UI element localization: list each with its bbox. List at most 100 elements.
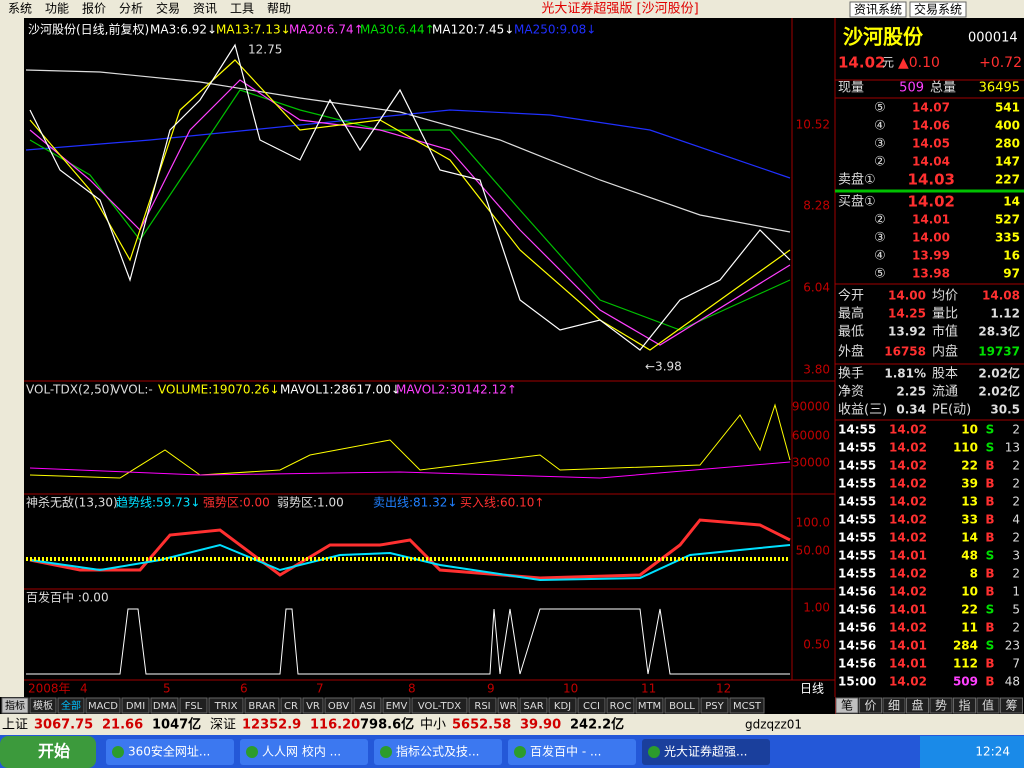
start-button[interactable] bbox=[0, 736, 96, 768]
indicator-tab-label[interactable]: CCI bbox=[583, 701, 600, 712]
task-label[interactable]: 人人网 校内 ... bbox=[262, 744, 341, 759]
menu-item[interactable]: 资讯 bbox=[193, 2, 217, 16]
indicator-tab-label[interactable]: MACD bbox=[88, 701, 118, 712]
indicator-tab[interactable] bbox=[1, 697, 29, 714]
indicator-tab-label[interactable]: RSI bbox=[474, 701, 490, 712]
stat-label: 内盘 bbox=[932, 344, 958, 360]
indicator-tab[interactable] bbox=[548, 697, 577, 714]
task-label[interactable]: 光大证券超强... bbox=[664, 744, 747, 759]
indicator-tab-label[interactable]: SAR bbox=[523, 701, 543, 712]
indicator-tab[interactable] bbox=[411, 697, 468, 714]
indicator-tab-label[interactable]: VR bbox=[306, 701, 320, 712]
task-button[interactable] bbox=[106, 739, 234, 765]
indicator-tab-label[interactable]: FSL bbox=[185, 701, 203, 712]
tick-price: 14.02 bbox=[889, 585, 927, 599]
task-button[interactable] bbox=[508, 739, 636, 765]
indicator-tab[interactable] bbox=[468, 697, 497, 714]
indicator-tab[interactable] bbox=[700, 697, 729, 714]
index-change: 116.20 bbox=[310, 718, 360, 733]
indicator-tab-label[interactable]: BRAR bbox=[248, 701, 275, 712]
indicator-tab[interactable] bbox=[29, 697, 57, 714]
indicator-tab-label[interactable]: DMI bbox=[126, 701, 145, 712]
indicator-tab-label[interactable]: TRIX bbox=[214, 701, 238, 712]
menu-button-label[interactable]: 交易系统 bbox=[914, 2, 962, 17]
indicator-tab[interactable] bbox=[179, 697, 208, 714]
menu-item[interactable]: 系统 bbox=[8, 2, 32, 16]
quote-tab-label[interactable]: 价 bbox=[864, 699, 876, 713]
task-button[interactable] bbox=[374, 739, 502, 765]
indicator-tab[interactable] bbox=[729, 697, 765, 714]
indicator-tab-label[interactable]: 全部 bbox=[61, 699, 81, 712]
task-label[interactable]: 百发百中 - ... bbox=[530, 744, 601, 759]
indicator-tab-label[interactable]: MTM bbox=[638, 701, 661, 712]
indicator-tab[interactable] bbox=[85, 697, 121, 714]
indicator-tab-label[interactable]: ROC bbox=[610, 701, 632, 712]
quote-tab[interactable] bbox=[953, 697, 976, 714]
quote-tab[interactable] bbox=[835, 697, 859, 714]
quote-tab[interactable] bbox=[929, 697, 953, 714]
menu-item[interactable]: 分析 bbox=[119, 2, 143, 16]
indicator-tab-label[interactable]: VOL-TDX bbox=[418, 701, 461, 712]
indicator-tab[interactable] bbox=[519, 697, 548, 714]
indicator-tab-label[interactable]: KDJ bbox=[554, 701, 571, 712]
menu-item[interactable]: 工具 bbox=[230, 2, 254, 16]
date-axis-label: 12 bbox=[716, 682, 731, 696]
quote-tab-label[interactable]: 细 bbox=[888, 699, 900, 713]
quote-tab[interactable] bbox=[859, 697, 882, 714]
indicator-tab-label[interactable]: DMA bbox=[153, 701, 176, 712]
task-label[interactable]: 指标公式及技... bbox=[396, 744, 479, 759]
indicator-tab[interactable] bbox=[302, 697, 324, 714]
indicator-tab-label[interactable]: 指标 bbox=[5, 699, 25, 712]
indicator-tab[interactable] bbox=[382, 697, 411, 714]
indicator-tab-label[interactable]: MCST bbox=[733, 701, 762, 712]
menu-button-label[interactable]: 资讯系统 bbox=[854, 3, 902, 17]
menu-button[interactable] bbox=[849, 1, 907, 18]
start-label[interactable]: 开始 bbox=[38, 742, 70, 761]
tick-volume: 10 bbox=[961, 585, 978, 599]
indicator-tab-label[interactable]: OBV bbox=[328, 701, 349, 712]
task-label[interactable]: 360安全网址... bbox=[128, 744, 210, 759]
indicator-tab[interactable] bbox=[324, 697, 353, 714]
indicator-tab[interactable] bbox=[121, 697, 150, 714]
quote-tab[interactable] bbox=[906, 697, 929, 714]
indicator-tab-label[interactable]: 模板 bbox=[33, 699, 53, 712]
quote-tab[interactable] bbox=[882, 697, 906, 714]
quote-tab-label[interactable]: 势 bbox=[935, 699, 947, 713]
quote-tab-label[interactable]: 盘 bbox=[911, 698, 923, 713]
quote-tab-label[interactable]: 指 bbox=[958, 698, 970, 713]
indicator-tab[interactable] bbox=[606, 697, 635, 714]
quote-tab[interactable] bbox=[1000, 697, 1023, 714]
indicator-tab[interactable] bbox=[280, 697, 302, 714]
indicator-tab-label[interactable]: EMV bbox=[386, 701, 408, 712]
indicator-tab-label[interactable]: PSY bbox=[705, 701, 724, 712]
menu-item[interactable]: 报价 bbox=[82, 1, 106, 16]
tick-side: B bbox=[985, 477, 994, 491]
quote-tab-label[interactable]: 筹 bbox=[1005, 699, 1017, 713]
indicator-tab-label[interactable]: ASI bbox=[359, 701, 375, 712]
menu-item[interactable]: 交易 bbox=[156, 1, 180, 16]
indicator-tab-label[interactable]: WR bbox=[500, 701, 517, 712]
indicator-tab[interactable] bbox=[664, 697, 700, 714]
indicator-tab[interactable] bbox=[497, 697, 519, 714]
indicator-tab[interactable] bbox=[150, 697, 179, 714]
tick-time: 14:56 bbox=[838, 585, 876, 599]
chart-header: MA13:7.13↓ bbox=[216, 23, 291, 37]
indicator-tab-label[interactable]: BOLL bbox=[669, 701, 695, 712]
quote-tab[interactable] bbox=[976, 697, 1000, 714]
task-button[interactable] bbox=[642, 739, 770, 765]
menu-item[interactable]: 功能 bbox=[45, 2, 69, 16]
indicator-tab[interactable] bbox=[577, 697, 606, 714]
quote-tab-label[interactable]: 笔 bbox=[841, 698, 853, 713]
indicator-tab[interactable] bbox=[353, 697, 382, 714]
quote-tab-label[interactable]: 值 bbox=[982, 698, 994, 713]
indicator-tab[interactable] bbox=[244, 697, 280, 714]
indicator-tab-label[interactable]: CR bbox=[284, 701, 298, 712]
book-level: ② bbox=[874, 155, 886, 170]
book-volume: 527 bbox=[995, 213, 1020, 227]
menu-button[interactable] bbox=[909, 1, 967, 18]
indicator-tab[interactable] bbox=[208, 697, 244, 714]
task-button[interactable] bbox=[240, 739, 368, 765]
indicator-tab[interactable] bbox=[57, 697, 85, 714]
menu-item[interactable]: 帮助 bbox=[267, 2, 291, 16]
indicator-tab[interactable] bbox=[635, 697, 664, 714]
